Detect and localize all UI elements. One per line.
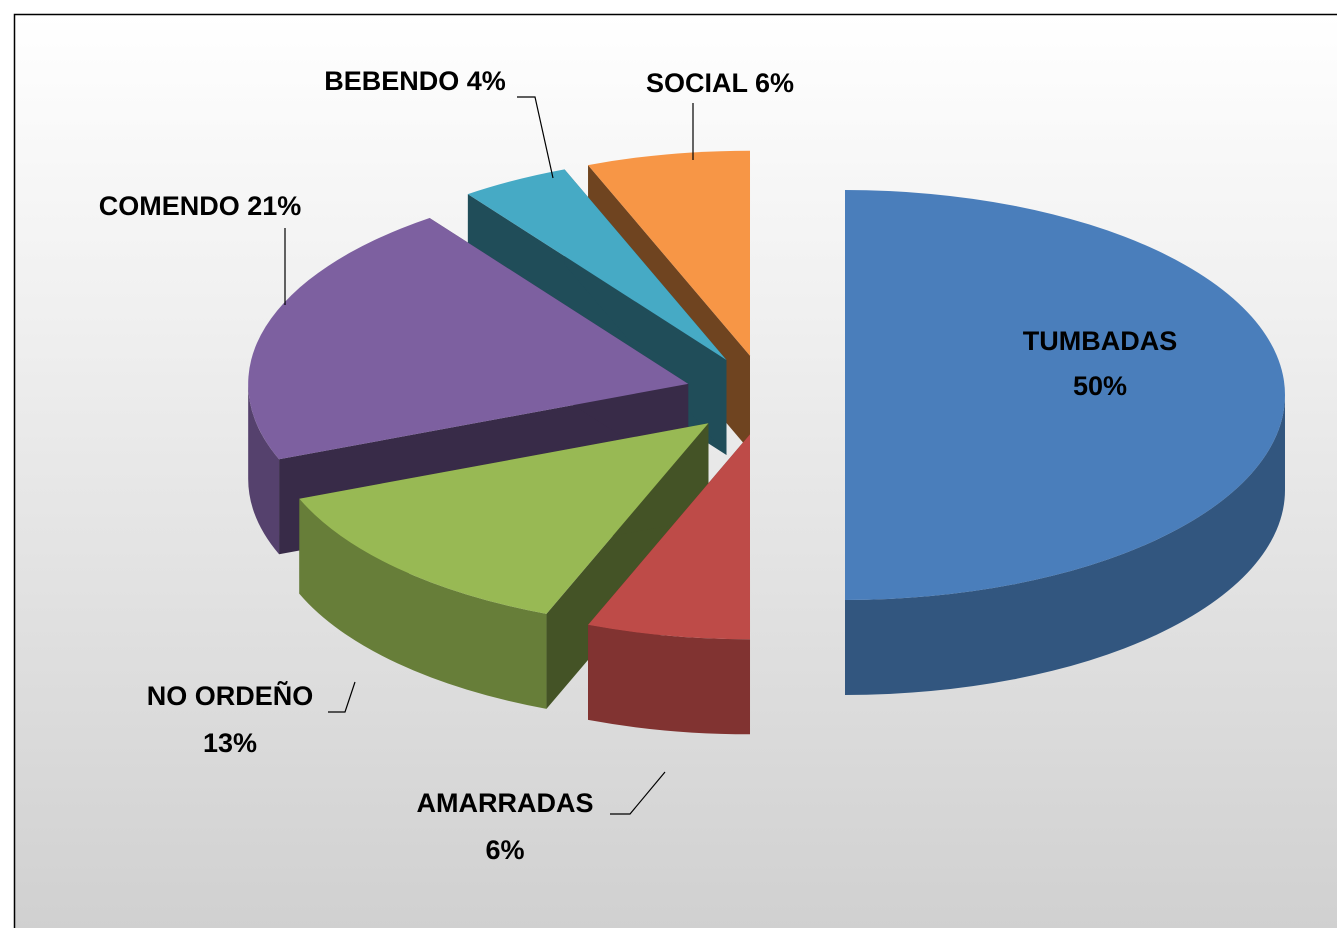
- data-label-value: 6%: [755, 68, 794, 98]
- data-label: NO ORDEÑO: [147, 680, 314, 711]
- slice: [299, 423, 709, 614]
- slices: [248, 150, 1285, 735]
- slice: [588, 434, 751, 640]
- slice-side: [248, 383, 280, 555]
- data-label: TUMBADAS: [1023, 326, 1178, 356]
- slice: [845, 190, 1285, 600]
- data-label: 50%: [1073, 371, 1127, 401]
- data-label: COMENDO 21%: [99, 191, 302, 221]
- data-label: 6%: [485, 835, 524, 865]
- data-label: 13%: [203, 728, 257, 758]
- data-label: BEBENDO 4%: [324, 66, 506, 96]
- leader-line: [610, 771, 666, 815]
- leader-line: [517, 96, 554, 179]
- data-label-value: 4%: [467, 66, 506, 96]
- data-label-category: COMENDO: [99, 191, 240, 221]
- slice-side: [299, 498, 547, 709]
- data-label-value: 21%: [247, 191, 301, 221]
- data-label-category: BEBENDO: [324, 66, 459, 96]
- slice: [588, 150, 751, 356]
- slice: [248, 217, 689, 460]
- leader-line: [328, 681, 356, 713]
- labels: TUMBADAS 50% AMARRADAS 6% NO ORDEÑO 13% COMEND…: [99, 66, 1178, 865]
- data-label-category: SOCIAL: [646, 68, 748, 98]
- slice: [467, 169, 727, 360]
- slice-side: [588, 624, 751, 735]
- data-label: SOCIAL 6%: [646, 68, 794, 98]
- slice-side: [845, 395, 1285, 695]
- data-label: AMARRADAS: [417, 788, 594, 818]
